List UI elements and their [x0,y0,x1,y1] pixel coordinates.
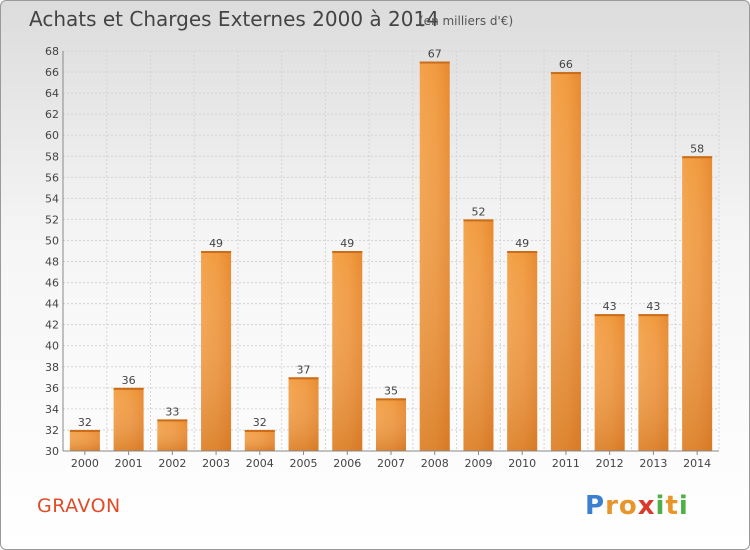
bar-shade [69,429,100,451]
y-tick-label: 46 [45,277,59,290]
y-tick-label: 64 [45,87,59,100]
bar-shade [550,72,581,451]
x-tick-label: 2008 [421,457,449,470]
y-tick-label: 42 [45,319,59,332]
bar-shade [288,377,319,451]
y-tick-label: 40 [45,340,59,353]
bar-top-edge [288,377,319,380]
x-tick-label: 2004 [246,457,274,470]
data-label: 52 [471,205,485,218]
data-label: 33 [165,405,179,418]
bar-shade [332,251,363,451]
x-tick-label: 2009 [464,457,492,470]
data-label: 49 [515,237,529,250]
bar-shade [376,398,406,451]
chart-unit-label: (en milliers d'€) [419,14,514,28]
bar-top-edge [682,156,713,159]
bar-top-edge [332,251,363,253]
bar-shade [463,219,494,451]
x-tick-label: 2014 [683,457,711,470]
logo-letter: x [637,491,656,521]
x-tick-label: 2006 [333,457,361,470]
x-tick-label: 2003 [202,457,230,470]
logo-letter: i [655,491,666,521]
bar-shade [507,251,538,451]
y-tick-label: 44 [45,298,59,311]
bar-shade [682,156,713,451]
data-label: 67 [428,48,442,61]
y-tick-label: 66 [45,66,59,79]
data-label: 49 [209,237,223,250]
data-label: 32 [253,416,267,429]
x-tick-label: 2000 [71,457,99,470]
bar-shade [594,314,625,451]
logo-letter: o [618,491,638,521]
logo-letter: P [585,491,606,521]
bar-top-edge [463,219,494,222]
y-tick-label: 56 [45,171,59,184]
data-label: 43 [646,300,660,313]
y-tick-label: 32 [45,424,59,437]
bar-top-edge [507,251,538,253]
bar-top-edge [157,419,188,422]
x-tick-label: 2013 [639,457,667,470]
y-tick-label: 48 [45,256,59,269]
commune-name: GRAVON [37,495,121,517]
data-label: 58 [690,142,704,155]
y-tick-label: 54 [45,192,59,205]
bar-top-edge [419,61,450,64]
bar-top-edge [594,314,625,317]
proxiti-logo: Proxiti [585,491,689,521]
bar-top-edge [69,429,100,432]
y-tick-label: 38 [45,361,59,374]
data-label: 36 [122,374,136,387]
x-tick-label: 2002 [158,457,186,470]
logo-letter: i [678,491,689,521]
y-tick-label: 58 [45,150,59,163]
y-tick-label: 34 [45,403,59,416]
data-label: 37 [297,363,311,376]
logo-letter: r [605,491,619,521]
bar-shade [244,429,275,451]
data-label: 32 [78,416,92,429]
bar-top-edge [244,429,275,432]
y-tick-label: 30 [45,445,59,458]
x-tick-label: 2011 [552,457,580,470]
x-tick-label: 2001 [115,457,143,470]
logo-letter: t [665,491,679,521]
data-label: 35 [384,384,398,397]
bar-top-edge [550,72,581,75]
data-label: 66 [559,58,573,71]
y-tick-label: 68 [45,45,59,58]
y-tick-label: 60 [45,129,59,142]
x-tick-label: 2005 [290,457,318,470]
x-tick-label: 2007 [377,457,405,470]
bar-top-edge [201,251,232,253]
y-tick-label: 50 [45,234,59,247]
x-tick-label: 2012 [596,457,624,470]
bar-top-edge [113,387,144,390]
y-tick-label: 36 [45,382,59,395]
bar-shade [113,387,144,451]
bar-shade [157,419,188,451]
bar-top-edge [638,314,669,317]
bar-shade [201,251,232,451]
chart-title: Achats et Charges Externes 2000 à 2014 [29,7,439,31]
y-tick-label: 62 [45,108,59,121]
bar-shade [638,314,669,451]
bar-shade [419,61,450,452]
y-tick-label: 52 [45,213,59,226]
bar-top-edge [376,398,406,401]
x-tick-label: 2010 [508,457,536,470]
data-label: 43 [603,300,617,313]
data-label: 49 [340,237,354,250]
